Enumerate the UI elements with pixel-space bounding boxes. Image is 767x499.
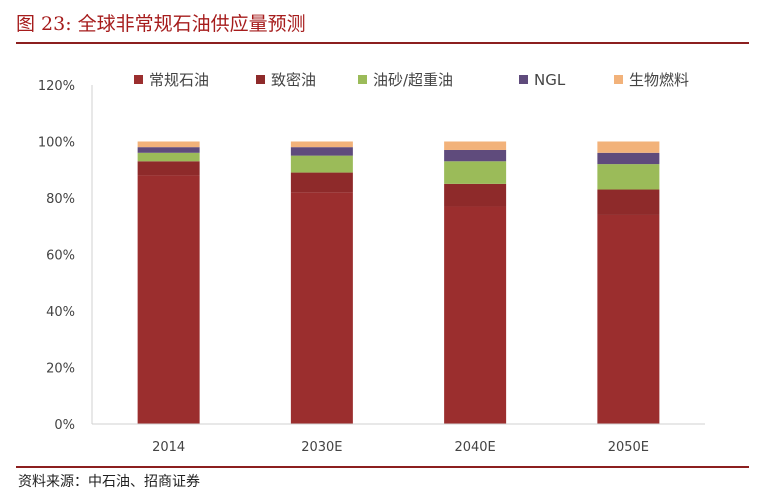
figure-title: 图 23: 全球非常规石油供应量预测: [16, 13, 306, 35]
bar-segment: [290, 147, 353, 156]
y-tick-label: 40%: [46, 305, 75, 320]
bar-segment: [290, 155, 353, 173]
bar-segment: [137, 141, 200, 148]
bar-segment: [444, 161, 507, 184]
bar-segment: [597, 214, 660, 424]
bar-segment: [597, 164, 660, 190]
legend-label: 致密油: [271, 71, 316, 89]
x-tick-label: 2014: [152, 440, 185, 455]
legend-label: NGL: [534, 71, 566, 89]
y-tick-label: 120%: [38, 79, 75, 94]
source-note: 资料来源：中石油、招商证券: [18, 474, 200, 490]
stacked-bar-chart: 常规石油 致密油 油砂/超重油 NGL 生物燃料 0% 20% 40% 60% 80% 100% 1…: [38, 71, 705, 455]
x-tick-label: 2050E: [608, 440, 649, 455]
bar-segment: [597, 152, 660, 165]
bars: [137, 141, 660, 424]
bar-segment: [444, 206, 507, 424]
bar-segment: [137, 161, 200, 176]
y-tick-label: 80%: [46, 192, 75, 207]
bar-segment: [444, 183, 507, 207]
bar-segment: [597, 141, 660, 153]
bar-segment: [137, 152, 200, 162]
bar-segment: [137, 147, 200, 153]
footer-divider: [16, 466, 749, 468]
legend-swatch: [134, 75, 143, 84]
y-tick-label: 20%: [46, 362, 75, 377]
bar-segment: [290, 141, 353, 148]
x-tick-label: 2040E: [454, 440, 495, 455]
bar-segment: [444, 149, 507, 162]
y-tick-label: 100%: [38, 136, 75, 151]
legend-swatch: [358, 75, 367, 84]
x-axis: 2014 2030E 2040E 2050E: [92, 423, 705, 455]
legend: 常规石油 致密油 油砂/超重油 NGL 生物燃料: [134, 71, 689, 89]
legend-swatch: [519, 75, 528, 84]
bar-segment: [137, 175, 200, 424]
bar-segment: [290, 172, 353, 193]
legend-swatch: [256, 75, 265, 84]
legend-swatch: [614, 75, 623, 84]
legend-label: 常规石油: [149, 71, 209, 89]
legend-label: 油砂/超重油: [373, 71, 453, 89]
y-tick-label: 60%: [46, 249, 75, 264]
y-tick-label: 0%: [54, 418, 75, 433]
title-divider: [16, 42, 749, 44]
bar-segment: [290, 192, 353, 424]
x-tick-label: 2030E: [301, 440, 342, 455]
y-axis: 0% 20% 40% 60% 80% 100% 120%: [38, 79, 93, 433]
bar-segment: [597, 189, 660, 215]
legend-label: 生物燃料: [629, 71, 689, 89]
bar-segment: [444, 141, 507, 150]
